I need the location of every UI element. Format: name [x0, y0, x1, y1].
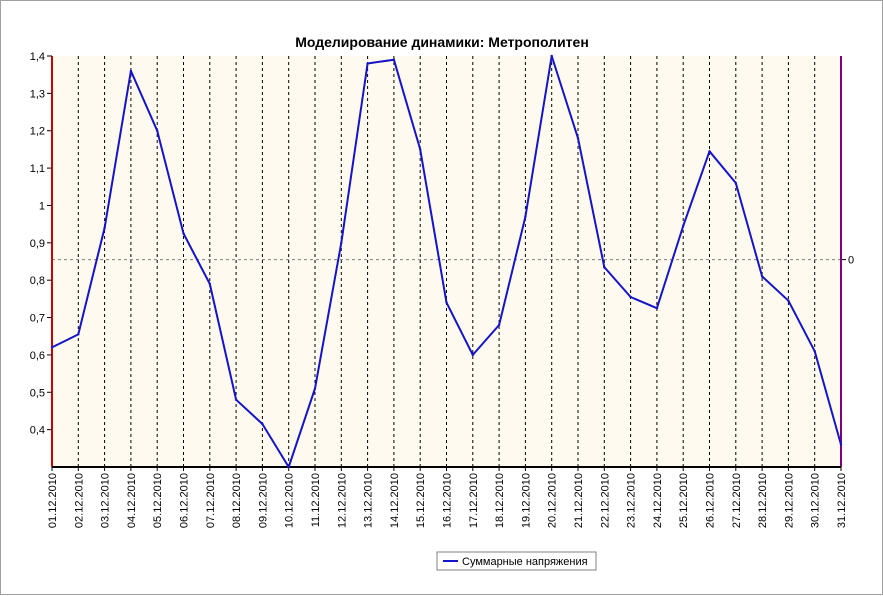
y-tick-label: 0,6 [30, 350, 45, 362]
x-tick-label: 13.12.2010 [363, 473, 375, 528]
data-point [603, 265, 606, 269]
x-tick-label: 29.12.2010 [783, 473, 795, 528]
x-tick-label: 08.12.2010 [231, 473, 243, 528]
x-tick-label: 02.12.2010 [73, 473, 85, 528]
plot-area: 0 0,4 0,5 0,6 0,7 0,8 0,9 1 1,1 1,2 1,3 1,4 01.12.20… [30, 51, 854, 528]
x-tick-label: 16.12.2010 [442, 473, 454, 528]
x-tick-label: 19.12.2010 [520, 473, 532, 528]
y-tick-label: 0,5 [30, 387, 45, 399]
data-point [787, 299, 790, 302]
data-point [629, 295, 632, 299]
y-tick-label: 0,4 [30, 425, 45, 437]
x-tick-label: 23.12.2010 [626, 473, 638, 528]
x-tick-label: 25.12.2010 [678, 473, 690, 528]
data-point [497, 323, 501, 327]
data-point [208, 282, 211, 286]
data-point [419, 148, 422, 151]
y-tick-label: 1,4 [30, 51, 45, 63]
x-tick-label: 03.12.2010 [100, 473, 112, 528]
data-point [445, 301, 448, 304]
legend-box [436, 551, 597, 571]
x-tick-label: 10.12.2010 [284, 473, 296, 528]
data-point [340, 241, 343, 245]
data-point [234, 398, 238, 401]
x-tick-label: 09.12.2010 [257, 473, 269, 528]
data-point [471, 353, 474, 357]
data-point [708, 150, 711, 153]
y-tick-label: 1,2 [30, 126, 45, 138]
x-tick-label: 30.12.2010 [810, 473, 822, 528]
data-point [839, 443, 843, 446]
x-tick-label: 05.12.2010 [152, 473, 164, 528]
data-point [682, 224, 685, 228]
x-tick-label: 24.12.2010 [652, 473, 664, 528]
x-tick-label: 11.12.2010 [310, 473, 322, 527]
x-tick-label: 04.12.2010 [126, 473, 138, 528]
x-tick-label: 17.12.2010 [468, 473, 480, 528]
data-point [576, 137, 580, 140]
x-tick-label: 31.12.2010 [836, 473, 848, 528]
data-point [261, 422, 264, 426]
y-tick-label: 1 [39, 200, 45, 212]
data-point [129, 69, 133, 73]
data-point [77, 333, 80, 336]
y-tick-label: 0,9 [30, 238, 45, 250]
data-point [760, 275, 764, 278]
x-tick-label: 28.12.2010 [757, 473, 769, 528]
reference-line-label: 0 [848, 255, 854, 267]
data-point [50, 346, 54, 349]
data-point [103, 226, 106, 230]
data-point [182, 232, 185, 235]
data-point [366, 62, 369, 65]
data-point [313, 387, 317, 390]
x-tick-label: 18.12.2010 [494, 473, 506, 528]
x-tick-label: 14.12.2010 [389, 473, 401, 528]
x-tick-label: 07.12.2010 [205, 473, 217, 528]
legend: Суммарные напряжения [436, 551, 597, 571]
legend-label: Суммарные напряжения [462, 556, 588, 568]
data-point [287, 465, 290, 469]
x-tick-label: 26.12.2010 [705, 473, 717, 528]
y-tick-label: 1,1 [30, 163, 45, 175]
data-point [813, 349, 816, 353]
x-tick-label: 27.12.2010 [731, 473, 743, 528]
data-point [392, 58, 396, 61]
x-tick-label: 21.12.2010 [573, 473, 585, 528]
x-tick-label: 01.12.2010 [47, 473, 59, 528]
y-tick-label: 0,8 [30, 275, 45, 287]
y-tick-label: 1,3 [30, 88, 45, 100]
x-tick-label: 22.12.2010 [599, 473, 611, 528]
x-tick-label: 06.12.2010 [179, 473, 191, 528]
x-tick-label: 20.12.2010 [547, 473, 559, 528]
data-point [156, 129, 159, 132]
x-tick-label: 15.12.2010 [415, 473, 427, 528]
y-tick-label: 0,7 [30, 313, 45, 325]
chart-title: Моделирование динамики: Метрополитен [295, 34, 589, 50]
x-tick-label: 12.12.2010 [336, 473, 348, 528]
data-point [734, 181, 737, 185]
data-point [655, 307, 659, 310]
data-point [550, 54, 553, 58]
data-point [524, 215, 527, 218]
